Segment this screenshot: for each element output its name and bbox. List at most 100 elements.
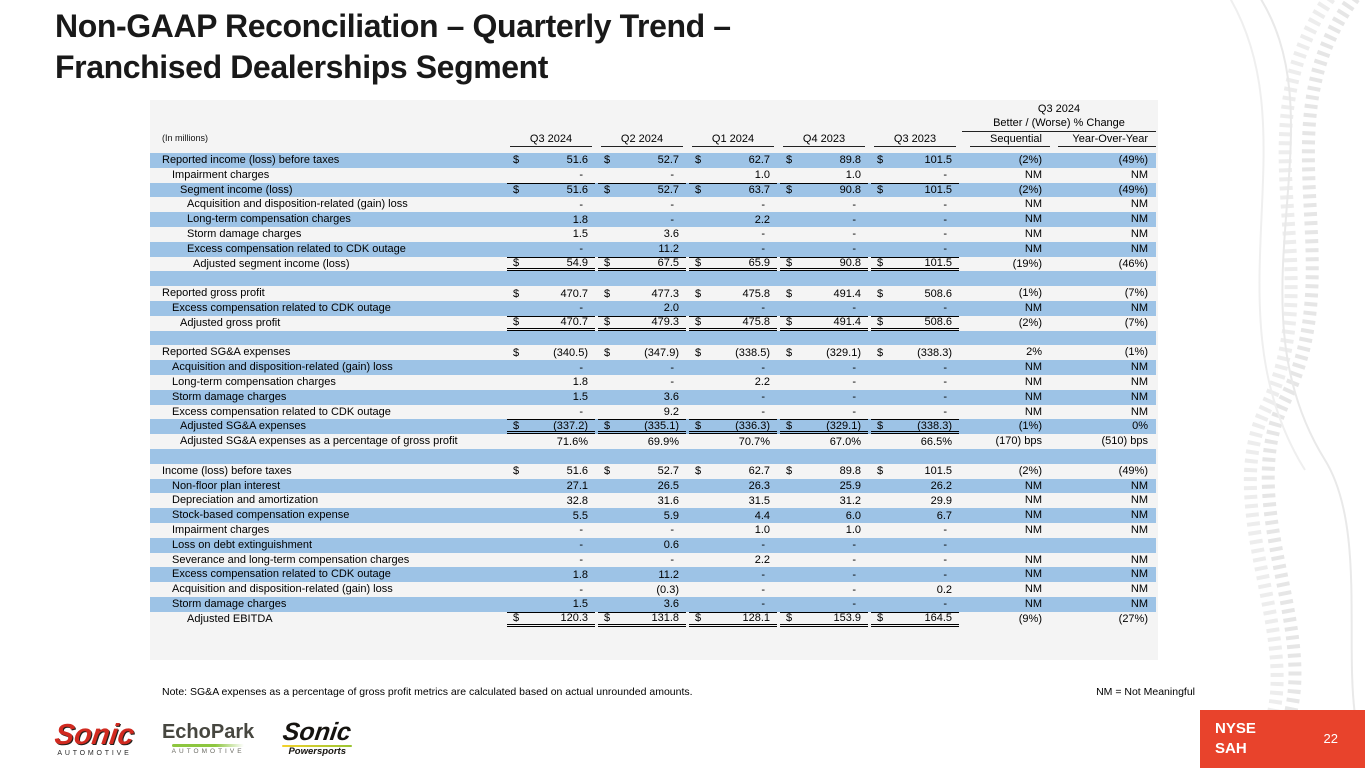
value-text: 101.5 [924,465,952,478]
row-label: Severance and long-term compensation cha… [172,553,410,566]
value-cell: $65.9 [689,256,777,272]
dollar-sign: $ [786,419,793,432]
echopark-green-swoosh [172,744,245,747]
dollar-sign: $ [877,346,884,359]
value-cell: $491.4 [780,315,868,331]
value-text: 1.0 [845,524,861,537]
value-text: - [852,198,856,211]
sequential-change-cell: (170) bps [995,435,1042,448]
nm-definition-note: NM = Not Meaningful [1096,686,1195,698]
value-cell: 3.6 [598,597,686,612]
table-row: Severance and long-term compensation cha… [150,553,1156,568]
row-label: Reported income (loss) before taxes [162,154,340,166]
sequential-change-cell: (19%) [1012,257,1042,270]
value-text: - [852,243,856,256]
footer-logos: Sonic AUTOMOTIVE EchoPark AUTOMOTIVE Son… [53,712,354,764]
value-cell: $89.8 [780,153,868,168]
value-text: - [579,243,583,256]
table-spacer-row [150,330,1156,346]
value-text: - [670,376,674,389]
table-row: Storm damage charges 1.5 3.6 - - - NM NM [150,596,1156,612]
period-column-header: Q2 2024 [601,132,683,147]
value-text: 51.6 [566,184,588,197]
value-cell: 69.9% [598,434,686,449]
value-text: (347.9) [644,346,679,359]
value-cell: 11.2 [598,242,686,257]
value-text: - [852,539,856,552]
value-text: - [761,228,765,241]
sonic-powersports-wordmark: Sonic [281,717,354,746]
value-text: 66.5% [920,435,952,448]
value-cell: - [871,301,959,316]
sequential-change-cell: NM [1024,390,1042,403]
row-label: Excess compensation related to CDK outag… [187,242,406,255]
sonic-powersports-logo: Sonic Powersports [281,717,354,758]
dollar-sign: $ [513,419,520,432]
year-over-year-change-cell [1050,538,1156,553]
value-cell: - [780,597,868,612]
value-cell: $ (338.5) [689,345,777,360]
row-label: Impairment charges [172,523,270,536]
year-over-year-change-cell: NM [1130,479,1148,492]
year-over-year-column-header: Year-Over-Year [1058,132,1156,147]
sequential-change-cell: NM [1024,227,1042,240]
dollar-sign: $ [513,316,520,329]
value-cell: - [780,538,868,553]
value-text: - [943,391,947,404]
value-text: - [943,243,947,256]
value-cell: - [507,360,595,375]
value-cell: $89.8 [780,464,868,479]
dollar-sign: $ [695,612,702,625]
dollar-sign: $ [877,419,884,432]
slide-title-line1: Non-GAAP Reconciliation – Quarterly Tren… [55,8,731,44]
value-text: 2.2 [754,376,770,389]
dollar-sign: $ [604,184,611,197]
value-cell: $470.7 [507,315,595,331]
value-cell: 1.5 [507,597,595,612]
value-text: 2.2 [754,213,770,226]
row-label: Excess compensation related to CDK outag… [172,301,391,314]
value-text: 71.6% [556,435,588,448]
value-cell: - [689,405,777,420]
value-text: (336.3) [735,419,770,432]
year-over-year-change-cell: NM [1130,213,1148,226]
value-text: 508.6 [924,287,952,300]
year-over-year-change-cell: (510) bps [1101,435,1148,448]
value-cell: $475.8 [689,286,777,301]
dollar-sign: $ [877,465,884,478]
value-cell: 4.4 [689,508,777,523]
value-text: 475.8 [742,316,770,329]
value-cell: 5.5 [507,508,595,523]
value-cell: - [871,197,959,212]
value-text: 101.5 [924,184,952,197]
value-cell: 6.7 [871,508,959,523]
row-label: Reported SG&A expenses [162,346,291,359]
value-cell: 31.6 [598,493,686,508]
value-cell: - [689,197,777,212]
value-cell: 1.0 [689,168,777,183]
value-text: 32.8 [566,494,588,507]
value-text: 67.0% [829,435,861,448]
value-text: 1.8 [572,376,588,389]
ticker-exchange: NYSE [1215,720,1256,737]
value-text: - [943,539,947,552]
value-cell: $508.6 [871,315,959,331]
value-text: - [943,376,947,389]
period-column-header: Q3 2023 [874,132,956,147]
ticker-box: NYSE SAH 22 [1200,710,1365,768]
table-row: Stock-based compensation expense 5.5 5.9 4.… [150,508,1156,523]
value-text: 5.5 [572,509,588,522]
value-text: 479.3 [651,316,679,329]
row-label: Storm damage charges [187,227,302,240]
row-label: Acquisition and disposition-related (gai… [172,583,393,596]
table-row: Reported gross profit $470.7 $477.3 $475.8 $… [150,286,1156,301]
value-cell: $ (336.3) [689,419,777,435]
value-cell: - [507,538,595,553]
value-cell: - [780,405,868,420]
value-cell: $131.8 [598,611,686,627]
value-cell: $164.5 [871,611,959,627]
year-over-year-change-cell: NM [1130,583,1148,596]
year-over-year-change-cell: NM [1130,597,1148,610]
year-over-year-change-cell: NM [1130,390,1148,403]
